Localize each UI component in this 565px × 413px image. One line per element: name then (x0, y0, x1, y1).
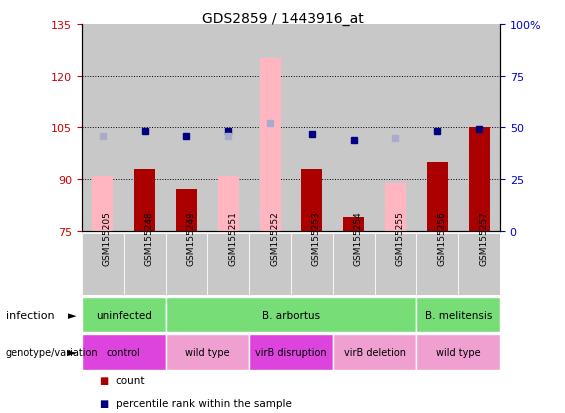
Bar (207, 233, 249, 295)
Bar (93, 176, 113, 231)
Text: ►: ► (68, 347, 77, 357)
Bar (291, 25, 333, 231)
Text: GSM155249: GSM155249 (186, 211, 195, 266)
Bar (416, 335, 500, 370)
Bar (82, 25, 124, 231)
Text: count: count (116, 375, 145, 385)
Bar (207, 25, 249, 231)
Text: B. melitensis: B. melitensis (424, 310, 492, 320)
Text: wild type: wild type (185, 347, 229, 357)
Text: genotype/variation: genotype/variation (6, 347, 98, 357)
Bar (249, 335, 333, 370)
Bar (134, 169, 155, 231)
Bar (375, 233, 416, 295)
Text: ■: ■ (99, 375, 108, 385)
Bar (166, 233, 207, 295)
Text: wild type: wild type (436, 347, 480, 357)
Bar (416, 233, 458, 295)
Bar (427, 162, 447, 231)
Bar (166, 335, 249, 370)
Text: virB disruption: virB disruption (255, 347, 327, 357)
Bar (375, 25, 416, 231)
Bar (458, 25, 500, 231)
Bar (124, 233, 166, 295)
Bar (176, 190, 197, 231)
Text: GSM155256: GSM155256 (437, 211, 446, 266)
Text: GSM155253: GSM155253 (312, 211, 321, 266)
Bar (301, 169, 322, 231)
Bar (166, 25, 207, 231)
Bar (333, 335, 416, 370)
Text: ■: ■ (99, 398, 108, 408)
Text: GSM155205: GSM155205 (103, 211, 112, 266)
Bar (82, 297, 166, 332)
Bar (416, 25, 458, 231)
Text: GDS2859 / 1443916_at: GDS2859 / 1443916_at (202, 12, 363, 26)
Text: GSM155251: GSM155251 (228, 211, 237, 266)
Bar (385, 183, 406, 231)
Bar (333, 233, 375, 295)
Bar (249, 233, 291, 295)
Text: ►: ► (68, 310, 77, 320)
Text: infection: infection (6, 310, 54, 320)
Text: control: control (107, 347, 141, 357)
Bar (416, 297, 500, 332)
Text: B. arbortus: B. arbortus (262, 310, 320, 320)
Text: GSM155257: GSM155257 (479, 211, 488, 266)
Text: GSM155252: GSM155252 (270, 211, 279, 266)
Bar (333, 25, 375, 231)
Text: GSM155255: GSM155255 (396, 211, 405, 266)
Bar (343, 218, 364, 231)
Text: GSM155248: GSM155248 (145, 211, 154, 266)
Bar (260, 59, 280, 231)
Bar (218, 176, 238, 231)
Bar (82, 335, 166, 370)
Text: percentile rank within the sample: percentile rank within the sample (116, 398, 292, 408)
Bar (82, 233, 124, 295)
Bar (124, 25, 166, 231)
Bar (291, 233, 333, 295)
Bar (468, 128, 489, 231)
Bar (249, 25, 291, 231)
Bar (166, 297, 416, 332)
Text: GSM155254: GSM155254 (354, 211, 363, 266)
Text: virB deletion: virB deletion (344, 347, 406, 357)
Bar (458, 233, 500, 295)
Text: uninfected: uninfected (96, 310, 151, 320)
